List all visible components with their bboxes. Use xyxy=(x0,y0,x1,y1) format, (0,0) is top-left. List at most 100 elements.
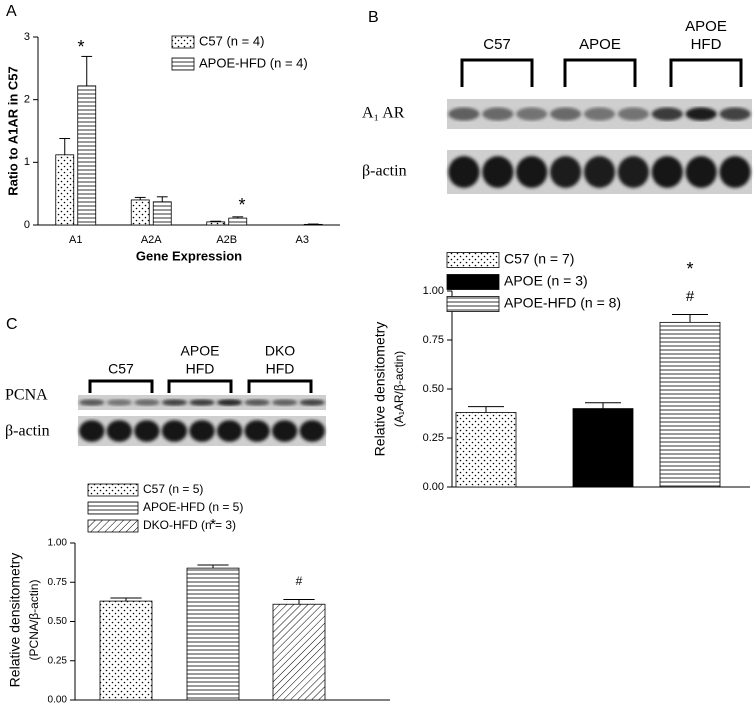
blot-band xyxy=(244,399,270,406)
y-axis-label: Relative densitometry xyxy=(7,553,23,688)
legend-label: APOE (n = 3) xyxy=(504,273,588,289)
blot-band xyxy=(448,156,480,188)
x-tick-label: A2B xyxy=(216,234,237,246)
blot-band xyxy=(651,156,683,188)
y-tick-label: 0.50 xyxy=(48,616,68,627)
bar xyxy=(186,567,240,701)
y-axis-label: Relative densitometry xyxy=(372,322,388,457)
blot-band xyxy=(161,399,188,406)
legend-swatch xyxy=(87,483,139,497)
x-axis-label: Gene Expression xyxy=(136,248,242,263)
legend-swatch xyxy=(446,296,500,312)
legend-label: C57 (n = 5) xyxy=(143,482,203,496)
blot-band xyxy=(189,399,215,406)
blot-band xyxy=(516,107,548,121)
blot-band xyxy=(216,420,243,442)
annotation: # xyxy=(296,574,303,588)
annotation: * xyxy=(238,195,245,215)
bar xyxy=(206,221,226,226)
y-tick-label: 2 xyxy=(24,94,30,106)
blot-group-label: HFD xyxy=(691,36,722,53)
y-tick-label: 0.00 xyxy=(423,481,444,493)
blot-row-label: β-actin xyxy=(5,423,50,440)
blot-band xyxy=(299,420,325,442)
blot-band xyxy=(134,420,160,442)
y-tick-label: 1 xyxy=(24,156,30,168)
blot-band xyxy=(79,399,105,406)
blot-band xyxy=(516,156,548,188)
blot-group-label: C57 xyxy=(108,361,134,377)
legend-swatch xyxy=(87,501,139,515)
bar xyxy=(572,408,634,488)
blot-band xyxy=(685,156,717,188)
bar xyxy=(455,412,517,488)
legend-label: DKO-HFD (n = 3) xyxy=(143,518,236,532)
x-tick-label: A3 xyxy=(296,234,309,246)
x-tick-label: A2A xyxy=(141,234,162,246)
annotation: * xyxy=(77,37,84,57)
blot-band xyxy=(79,420,105,442)
bar xyxy=(228,217,248,226)
legend-swatch xyxy=(446,274,500,290)
blot-bracket xyxy=(88,379,154,393)
blot-bracket xyxy=(669,58,743,87)
blot-group-label: APOE xyxy=(579,36,621,53)
bar xyxy=(152,201,172,226)
blot-band xyxy=(299,399,325,406)
y-tick-label: 3 xyxy=(24,31,30,43)
y-axis-label: Ratio to A1AR in C57 xyxy=(5,66,20,196)
blot-bracket xyxy=(247,379,313,393)
blot-group-label: APOE xyxy=(685,18,727,35)
blot-band xyxy=(617,156,649,188)
blot-band xyxy=(271,399,298,406)
blot-band xyxy=(271,420,298,442)
blot-group-label: HFD xyxy=(186,361,215,377)
blot-band xyxy=(550,156,582,188)
blot-band xyxy=(583,107,616,121)
blot-group-label: C57 xyxy=(483,36,511,53)
blot-bracket xyxy=(167,379,233,393)
blot-band xyxy=(719,107,751,121)
blot-row-label: β-actin xyxy=(362,163,407,180)
legend-swatch xyxy=(87,519,139,533)
y-tick-label: 0.50 xyxy=(423,383,444,395)
legend-label: C57 (n = 7) xyxy=(504,251,574,267)
blot-band xyxy=(244,420,270,442)
annotation: * xyxy=(686,259,693,279)
y-axis-label: (A₁AR/β-actin) xyxy=(392,351,406,427)
blot-bracket xyxy=(563,58,637,87)
blot-group-label: DKO xyxy=(265,343,295,359)
bar xyxy=(99,600,153,701)
blot-row-label: A₁ AR xyxy=(362,105,405,122)
legend-swatch xyxy=(171,35,195,49)
x-tick-label: A1 xyxy=(69,234,82,246)
annotation: * xyxy=(210,516,216,533)
blot-band xyxy=(106,420,133,442)
blot-band xyxy=(550,107,582,121)
y-tick-label: 0.00 xyxy=(48,695,68,706)
annotation: # xyxy=(686,288,695,305)
y-tick-label: 1.00 xyxy=(48,538,68,549)
blot-band xyxy=(189,420,215,442)
legend-label: APOE-HFD (n = 8) xyxy=(504,295,621,311)
blot-band xyxy=(448,107,480,121)
bar xyxy=(77,85,97,226)
legend-label: APOE-HFD (n = 5) xyxy=(143,500,243,514)
bar xyxy=(130,199,150,226)
panel-label: B xyxy=(368,9,379,26)
blot-band xyxy=(617,107,649,121)
panel-label: C xyxy=(6,316,18,333)
panel-label: A xyxy=(6,3,17,20)
blot-band xyxy=(106,399,133,406)
legend-label: APOE-HFD (n = 4) xyxy=(199,55,308,70)
blot-band xyxy=(216,399,243,406)
blot-row-label: PCNA xyxy=(5,387,48,404)
y-tick-label: 0.75 xyxy=(423,334,444,346)
blot-band xyxy=(651,107,683,121)
legend-label: C57 (n = 4) xyxy=(199,33,264,48)
blot-band xyxy=(134,399,160,406)
blot-band xyxy=(161,420,188,442)
y-axis-label: (PCNA/β-actin) xyxy=(27,580,41,661)
legend-swatch xyxy=(171,57,195,71)
